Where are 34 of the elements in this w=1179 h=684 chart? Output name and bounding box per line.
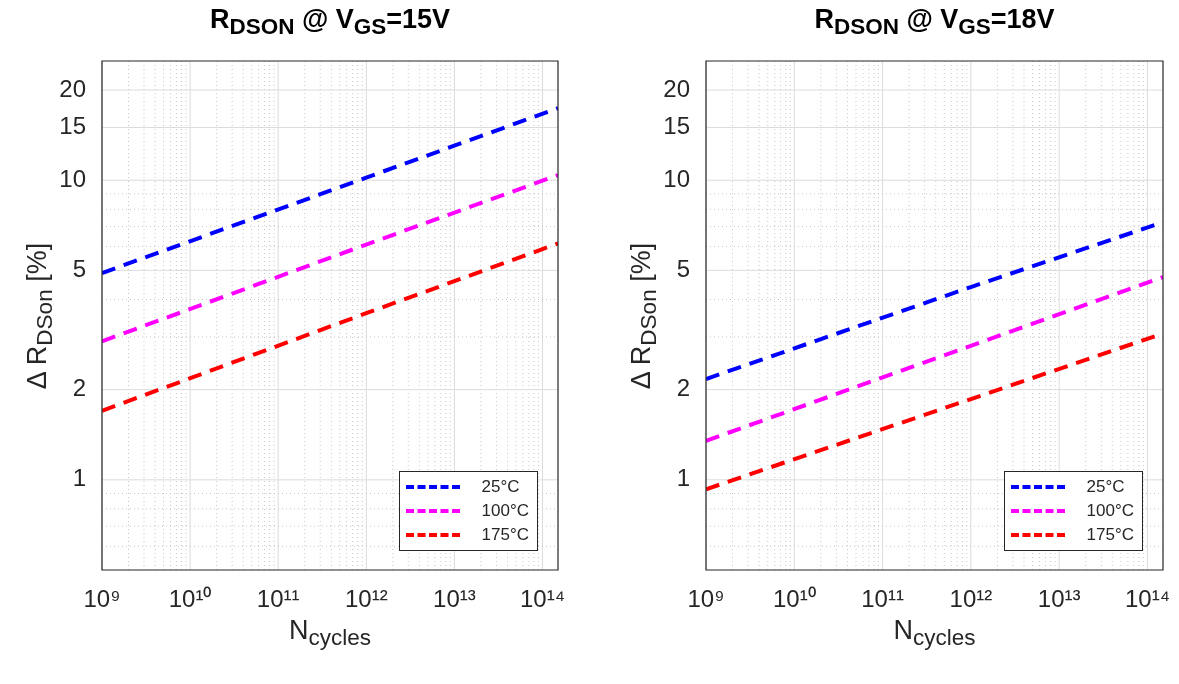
legend-label: 175°C bbox=[481, 525, 529, 545]
legend-label: 25°C bbox=[1086, 477, 1125, 497]
y-tick-label: 10 bbox=[663, 164, 690, 192]
x-tick-label: 10¹³ bbox=[433, 585, 476, 613]
x-tick-label: 10¹³ bbox=[1037, 585, 1081, 613]
legend-label: 100°C bbox=[481, 501, 529, 521]
x-tick-label: 10⁹ bbox=[83, 585, 121, 613]
legend-label: 25°C bbox=[481, 477, 520, 497]
x-axis-title: N$_{cycles}$ bbox=[893, 615, 976, 652]
x-tick-label: 10¹⁰ bbox=[168, 585, 212, 613]
y-tick-label: 2 bbox=[676, 374, 690, 402]
y-tick-label: 15 bbox=[663, 112, 690, 140]
y-tick-label: 2 bbox=[72, 374, 86, 402]
y-tick-label: 5 bbox=[72, 255, 86, 283]
x-tick-label: 10¹¹ bbox=[861, 585, 904, 613]
y-tick-label: 1 bbox=[676, 464, 690, 492]
x-tick-label: 10¹¹ bbox=[256, 585, 300, 613]
x-tick-label: 10¹² bbox=[344, 585, 388, 613]
y-tick-label: 10 bbox=[59, 164, 86, 192]
chart-title: R$_{DSON}$ @ V$_{GS}$=18V bbox=[814, 4, 1055, 41]
y-tick-label: 20 bbox=[663, 74, 690, 102]
y-tick-label: 5 bbox=[676, 255, 690, 283]
x-tick-label: 10¹⁰ bbox=[772, 585, 816, 613]
y-tick-label: 15 bbox=[59, 112, 86, 140]
x-tick-label: 10¹² bbox=[949, 585, 993, 613]
y-tick-label: 1 bbox=[72, 464, 86, 492]
x-tick-label: 10⁹ bbox=[687, 585, 725, 613]
y-tick-label: 20 bbox=[59, 74, 86, 102]
legend-label: 175°C bbox=[1086, 525, 1134, 545]
x-tick-label: 10¹⁴ bbox=[1124, 585, 1170, 613]
x-tick-label: 10¹⁴ bbox=[519, 585, 565, 613]
chart-title: R$_{DSON}$ @ V$_{GS}$=15V bbox=[209, 4, 451, 41]
legend-label: 100°C bbox=[1086, 501, 1134, 521]
x-axis-title: N$_{cycles}$ bbox=[288, 615, 372, 652]
